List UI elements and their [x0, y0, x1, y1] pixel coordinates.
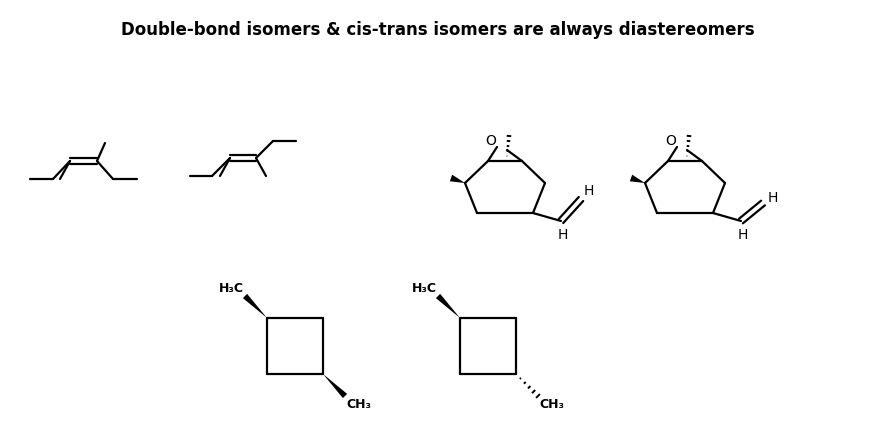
Text: H: H — [738, 228, 748, 242]
Polygon shape — [243, 294, 267, 318]
Text: H₃C: H₃C — [218, 281, 244, 294]
Polygon shape — [449, 175, 465, 183]
Text: O: O — [485, 134, 497, 148]
Text: CH₃: CH₃ — [540, 397, 564, 410]
Polygon shape — [630, 175, 645, 183]
Text: H: H — [558, 228, 569, 242]
Text: H₃C: H₃C — [412, 281, 436, 294]
Text: H: H — [767, 191, 778, 205]
Text: H: H — [583, 184, 594, 198]
Text: Double-bond isomers & cis-trans isomers are always diastereomers: Double-bond isomers & cis-trans isomers … — [121, 21, 755, 39]
Polygon shape — [436, 294, 460, 318]
Text: CH₃: CH₃ — [347, 397, 371, 410]
Text: O: O — [666, 134, 676, 148]
Polygon shape — [323, 374, 347, 398]
